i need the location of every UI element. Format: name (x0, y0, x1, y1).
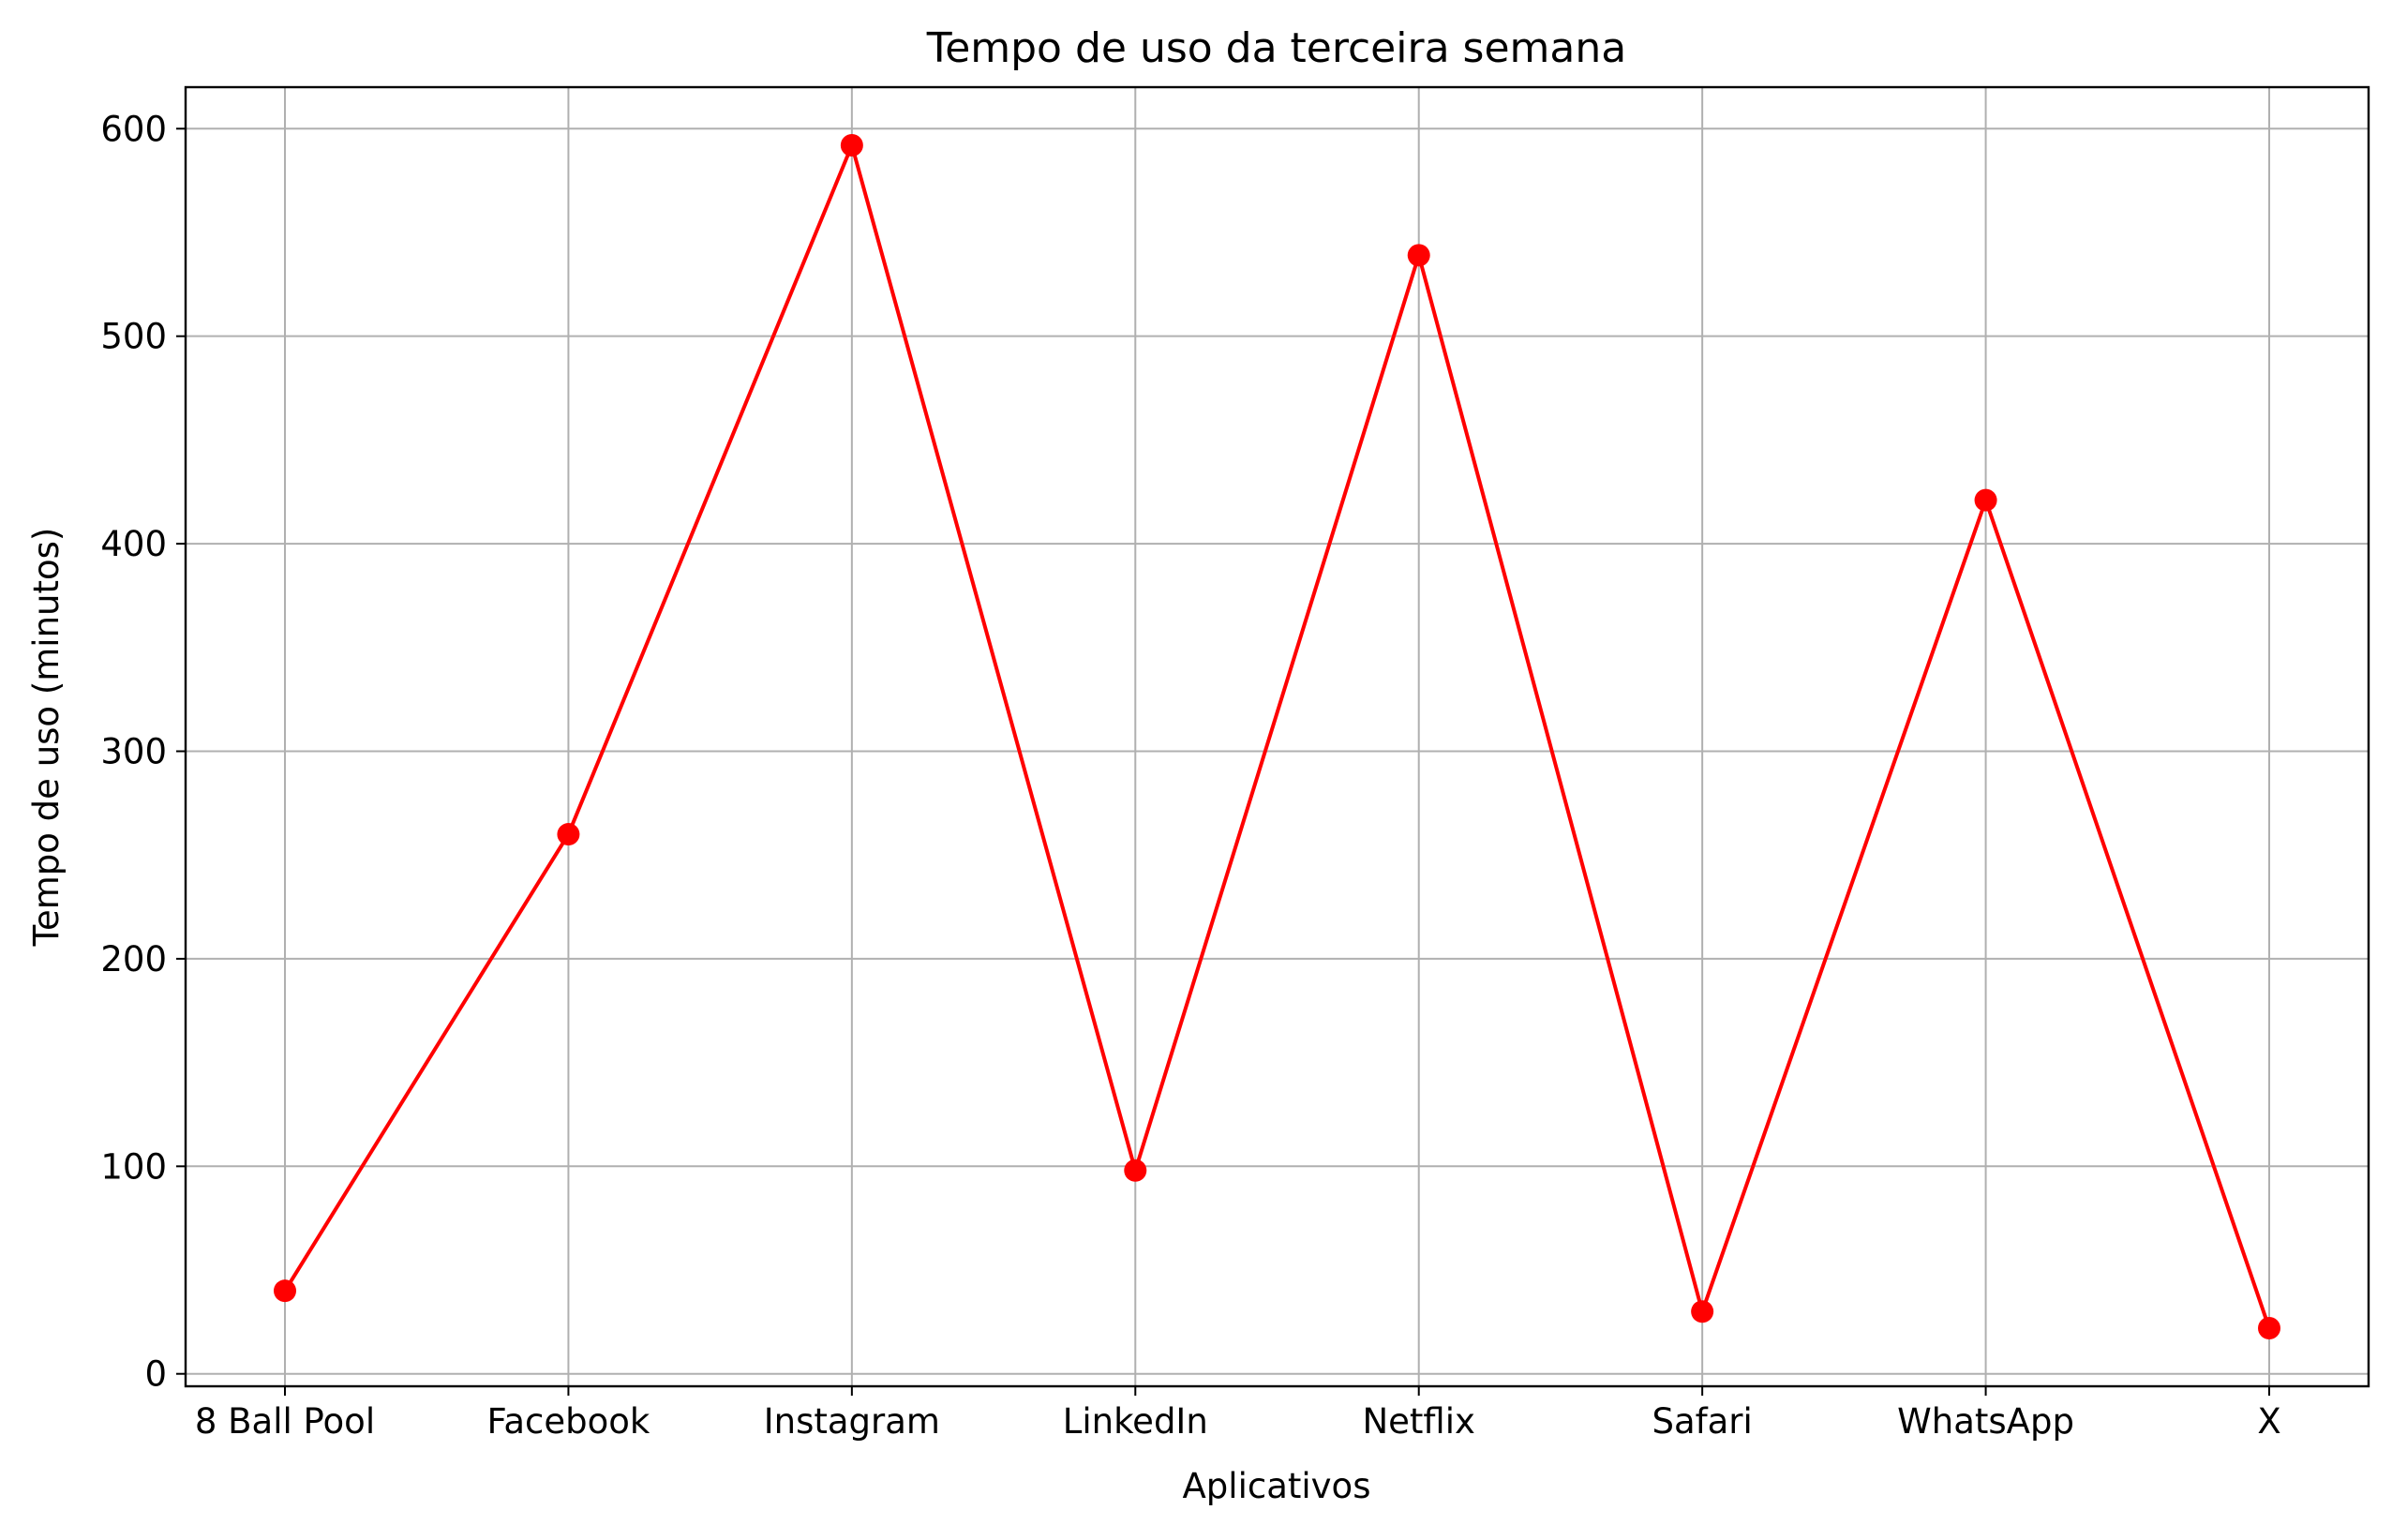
y-axis-label: Tempo de uso (minutos) (26, 528, 67, 948)
chart-title: Tempo de uso da terceira semana (926, 24, 1626, 72)
x-tick-label: Facebook (486, 1401, 650, 1442)
y-tick-label: 200 (100, 939, 167, 979)
data-point (840, 133, 863, 157)
grid (186, 87, 2369, 1386)
y-tick-label: 300 (100, 731, 167, 771)
x-tick-label: 8 Ball Pool (195, 1401, 375, 1442)
data-point (1691, 1300, 1714, 1323)
series-line-layer (283, 142, 2271, 1329)
x-tick-label: Netflix (1362, 1401, 1474, 1442)
data-point (1407, 244, 1430, 267)
y-tick-label: 400 (100, 524, 167, 564)
y-tick-label: 500 (100, 317, 167, 357)
x-tick-label: X (2257, 1401, 2280, 1442)
ticks: 8 Ball Pool Facebook Instagram LinkedIn Netf… (100, 109, 2280, 1442)
series-line (283, 142, 2271, 1329)
x-tick-label: Safari (1652, 1401, 1752, 1442)
x-tick-label: LinkedIn (1063, 1401, 1208, 1442)
y-tick-label: 0 (144, 1354, 167, 1395)
y-tick-label: 600 (100, 109, 167, 149)
markers (274, 133, 2280, 1340)
data-point (557, 823, 580, 846)
x-tick-label: WhatsApp (1897, 1401, 2074, 1442)
data-point (2258, 1317, 2280, 1340)
data-point (274, 1279, 296, 1303)
y-tick-label: 100 (100, 1146, 167, 1187)
data-point (1974, 488, 1997, 512)
data-point (1124, 1159, 1147, 1182)
x-axis-label: Aplicativos (1183, 1466, 1371, 1506)
x-tick-label: Instagram (764, 1401, 940, 1442)
plot-frame (184, 85, 2370, 1388)
